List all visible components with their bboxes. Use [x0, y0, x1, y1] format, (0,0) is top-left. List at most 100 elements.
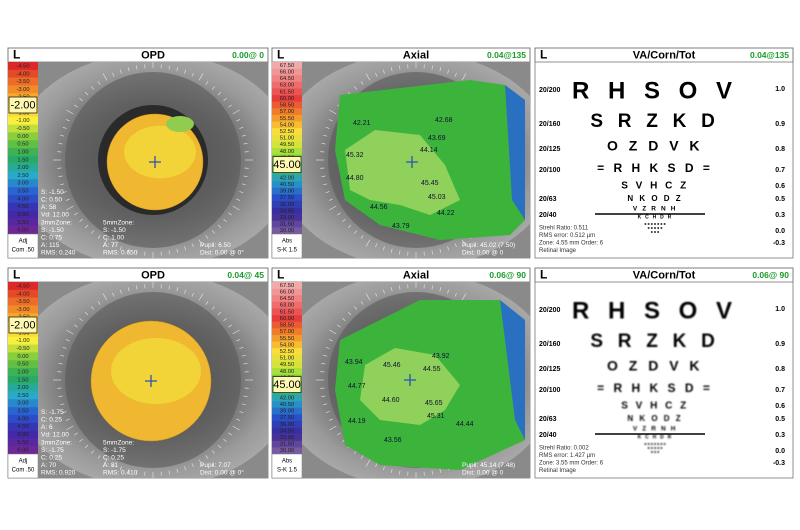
ring-tick [119, 466, 122, 471]
ring-tick [66, 329, 74, 335]
letter-dot [650, 223, 653, 225]
ring-tick [135, 65, 138, 70]
map-label: 44.56 [370, 204, 388, 211]
letter-dot [657, 451, 660, 453]
side-label: L [13, 48, 20, 62]
ring-tick [360, 301, 364, 305]
ring-tick [168, 250, 171, 255]
crosshair [406, 156, 418, 168]
ring-tick [323, 134, 328, 137]
letter-dot [650, 227, 653, 229]
scale-label: 63.00 [280, 83, 295, 89]
scale-label: -3.50 [16, 299, 29, 305]
ring-tick [184, 69, 187, 74]
scale-cell [272, 301, 302, 309]
ring-tick [228, 212, 232, 216]
scale-label: 34.50 [280, 428, 295, 434]
ring-tick [398, 470, 401, 475]
scale-label: 58.50 [280, 323, 295, 329]
axial-zone [345, 130, 460, 215]
scale-label: -3.00 [16, 87, 29, 93]
scale-highlight: 45.00 [273, 379, 301, 391]
ring-tick [461, 293, 467, 301]
scale-cell [272, 308, 302, 316]
scale-cell [272, 334, 302, 342]
ring-tick [66, 205, 74, 211]
panel-frame [534, 267, 794, 479]
logmar-label: 0.5 [775, 416, 785, 423]
letter-row: N K O D Z [627, 194, 682, 203]
info-line: Strehl Ratio: 0.511 [539, 226, 589, 232]
ring-tick [447, 246, 450, 251]
logmar-label: -0.3 [773, 460, 785, 467]
side-label: L [277, 268, 284, 282]
scale-label: 57.00 [280, 329, 295, 335]
ring-tick [119, 69, 122, 74]
scale-cell [272, 134, 302, 142]
readout: 5mmZone: [103, 219, 134, 226]
ring-tick [360, 455, 364, 459]
ring-tick [205, 301, 209, 305]
logmar-label: 0.3 [775, 432, 785, 439]
letter-dot [654, 227, 656, 229]
letter-dot [660, 223, 663, 225]
map-label: 44.60 [382, 397, 400, 404]
map-label: 43.79 [392, 223, 410, 230]
letter-dot [654, 443, 656, 445]
map-label: 43.94 [345, 359, 363, 366]
opd-zone [166, 116, 194, 132]
ring-tick [365, 239, 371, 247]
scale-cell [8, 422, 38, 431]
acuity-label: 20/125 [539, 366, 561, 373]
readout: Dist: 0.00 @ 0 [462, 470, 504, 477]
readout: S: -1.50 [41, 189, 64, 196]
ring-tick [347, 311, 352, 316]
ring-tick [66, 425, 74, 431]
scale-cell [8, 352, 38, 361]
scale-label: 1.50 [17, 157, 28, 163]
scale-label: 36.00 [280, 202, 295, 208]
crosshair [145, 375, 157, 387]
ring-tick [65, 418, 70, 421]
readout: A: 115 [41, 242, 60, 249]
acuity-label: 20/160 [539, 341, 561, 348]
scale-cell [272, 328, 302, 336]
letter-dot [647, 223, 650, 225]
scale-cell [8, 77, 38, 86]
scale-label: -3.50 [16, 79, 29, 85]
readout: S: -1.75 [41, 409, 64, 416]
scale-label: 2.50 [17, 173, 28, 179]
ring-tick [398, 285, 401, 290]
scale-label: 61.50 [280, 89, 295, 95]
reading: 0.00@ 0 [232, 50, 264, 60]
acuity-label: 20/160 [539, 121, 561, 128]
scale-label: 52.50 [280, 129, 295, 135]
scale-cell [272, 434, 302, 442]
scale-highlight-box [8, 316, 38, 334]
ring-tick [102, 293, 108, 301]
ring-tick [321, 142, 326, 145]
ring-tick [390, 287, 393, 292]
letter-dot [654, 223, 656, 225]
scale-cell [272, 128, 302, 136]
ring-tick [337, 212, 341, 216]
ring-tick [239, 191, 244, 194]
map-label: 43.56 [384, 437, 402, 444]
letter-dot [644, 223, 647, 225]
ring-tick [168, 65, 171, 70]
ring-tick [119, 289, 122, 294]
letter-dot [657, 223, 660, 225]
ring-tick [375, 463, 378, 468]
ring-tick [79, 318, 83, 322]
ring-tick [74, 432, 78, 436]
scale-label: 51.00 [280, 136, 295, 142]
scale-label: 5.50 [17, 440, 28, 446]
ring-tick [390, 248, 393, 253]
ring-tick [431, 470, 434, 475]
scale-cell [8, 446, 38, 455]
readout: C: 1.00 [103, 235, 124, 242]
ring-tick [241, 134, 246, 137]
letter-dot [654, 447, 656, 449]
ring-tick [447, 69, 450, 74]
